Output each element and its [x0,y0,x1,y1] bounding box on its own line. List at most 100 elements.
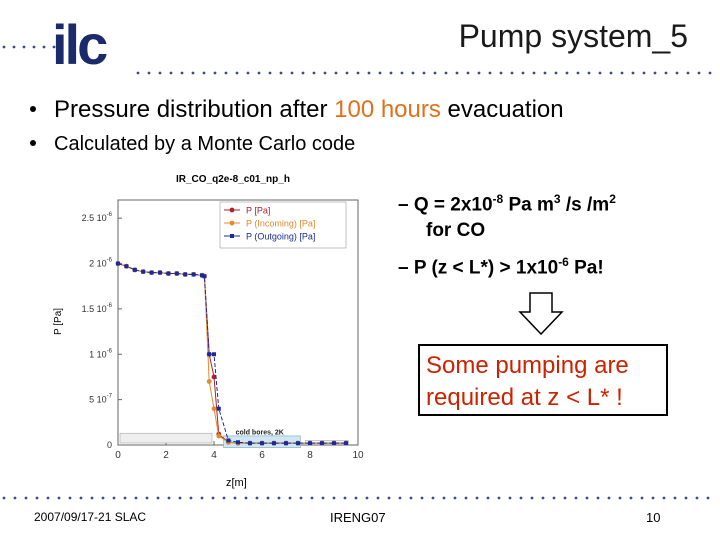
q-exp1: -8 [492,192,504,206]
data-point [236,440,240,445]
conclusion-line-2: required at z < L* ! [426,384,623,411]
data-point [202,274,207,279]
rule-dot [697,71,701,75]
rule-dot [607,496,611,500]
y-tick-exponent: -6 [107,303,113,309]
rule-dot [101,496,105,500]
rule-dot [620,71,624,75]
rule-dot [695,496,699,500]
p-prefix: – P (z < L*) > 1x10 [398,257,559,279]
logo-text: ilc [52,13,107,76]
legend-marker [229,220,235,226]
data-point [166,271,171,276]
rule-dot [46,496,50,500]
rule-dot [510,71,514,75]
rule-dot [323,71,327,75]
rule-dot [552,496,556,500]
rule-dot [475,496,479,500]
y-tick-exponent: -7 [107,394,113,400]
x-tick-label: 10 [352,450,364,461]
rule-dot [585,496,589,500]
rule-dot [90,496,94,500]
rule-dot [378,71,382,75]
data-point [344,441,348,446]
rule-dot [235,71,239,75]
rule-dot [356,71,360,75]
rule-dot [211,496,215,500]
legend-label: P [Pa] [246,206,270,216]
rule-dot [543,71,547,75]
rule-dot [112,496,116,500]
q-prefix: – Q = 2x10 [398,194,493,216]
rule-dot [629,496,633,500]
bullet1-post: evacuation [440,96,564,123]
rule-dot [466,71,470,75]
rule-dot [640,496,644,500]
rule-dot [596,496,600,500]
rule-dot [233,496,237,500]
pressure-chart: IR_CO_q2e-8_c01_np_h P [Pa] z[m] 0 5 10-7… [48,170,378,490]
rule-dot [400,71,404,75]
rule-dot [431,496,435,500]
rule-dot [587,71,591,75]
rule-dot [354,496,358,500]
rule-dot [706,496,710,500]
rule-dot [123,496,127,500]
rule-dot [222,496,226,500]
chart-xlabel: z[m] [226,477,247,489]
rule-dot [147,71,151,75]
rule-dot [200,496,204,500]
bullet1-highlight: 100 hours [334,96,441,123]
y-tick-label: 2.5 10-6 [82,212,113,223]
rule-dot [52,45,56,49]
rule-dot [609,71,613,75]
rule-dot [224,71,228,75]
x-tick-label: 6 [259,450,265,461]
rule-dot [618,496,622,500]
rule-dot [554,71,558,75]
rule-dot [42,45,46,49]
rule-dot [277,496,281,500]
rule-dot [565,71,569,75]
rule-dot [321,496,325,500]
rule-dot [499,71,503,75]
rule-dot [257,71,261,75]
rule-dot [345,71,349,75]
footer-event: IRENG07 [330,510,386,525]
rule-dot [332,496,336,500]
rule-dot [530,496,534,500]
rule-dot [684,496,688,500]
rule-dot [409,496,413,500]
rule-dot [343,496,347,500]
rule-dot [79,496,83,500]
rule-dot [312,71,316,75]
data-point [149,270,154,275]
rule-dot [367,71,371,75]
rule-dot [244,496,248,500]
flow-rate-line: – Q = 2x10-8 Pa m3 /s /m2 [398,192,616,216]
y-tick-label: 1.5 10-6 [82,303,113,314]
rule-dot [642,71,646,75]
rule-dot [488,71,492,75]
rule-dot [398,496,402,500]
cold-bores-label: cold bores, 2K [236,430,284,437]
rule-dot [167,496,171,500]
flow-rate-gas: for CO [426,220,486,241]
data-point [211,374,217,380]
rule-dot [574,496,578,500]
rule-dot [576,71,580,75]
data-point [226,438,231,443]
rule-dot [32,45,36,49]
rule-dot [422,71,426,75]
page-number: 10 [646,510,661,525]
rule-dot [631,71,635,75]
x-tick-label: 4 [211,450,217,461]
rule-dot [508,496,512,500]
rule-dot [24,496,28,500]
q-exp2: 3 [553,192,561,206]
header-dotted-rule [2,45,712,75]
bullet-dot [30,139,36,146]
down-arrow-icon [518,292,564,336]
data-point [158,270,162,275]
data-point [216,433,222,439]
